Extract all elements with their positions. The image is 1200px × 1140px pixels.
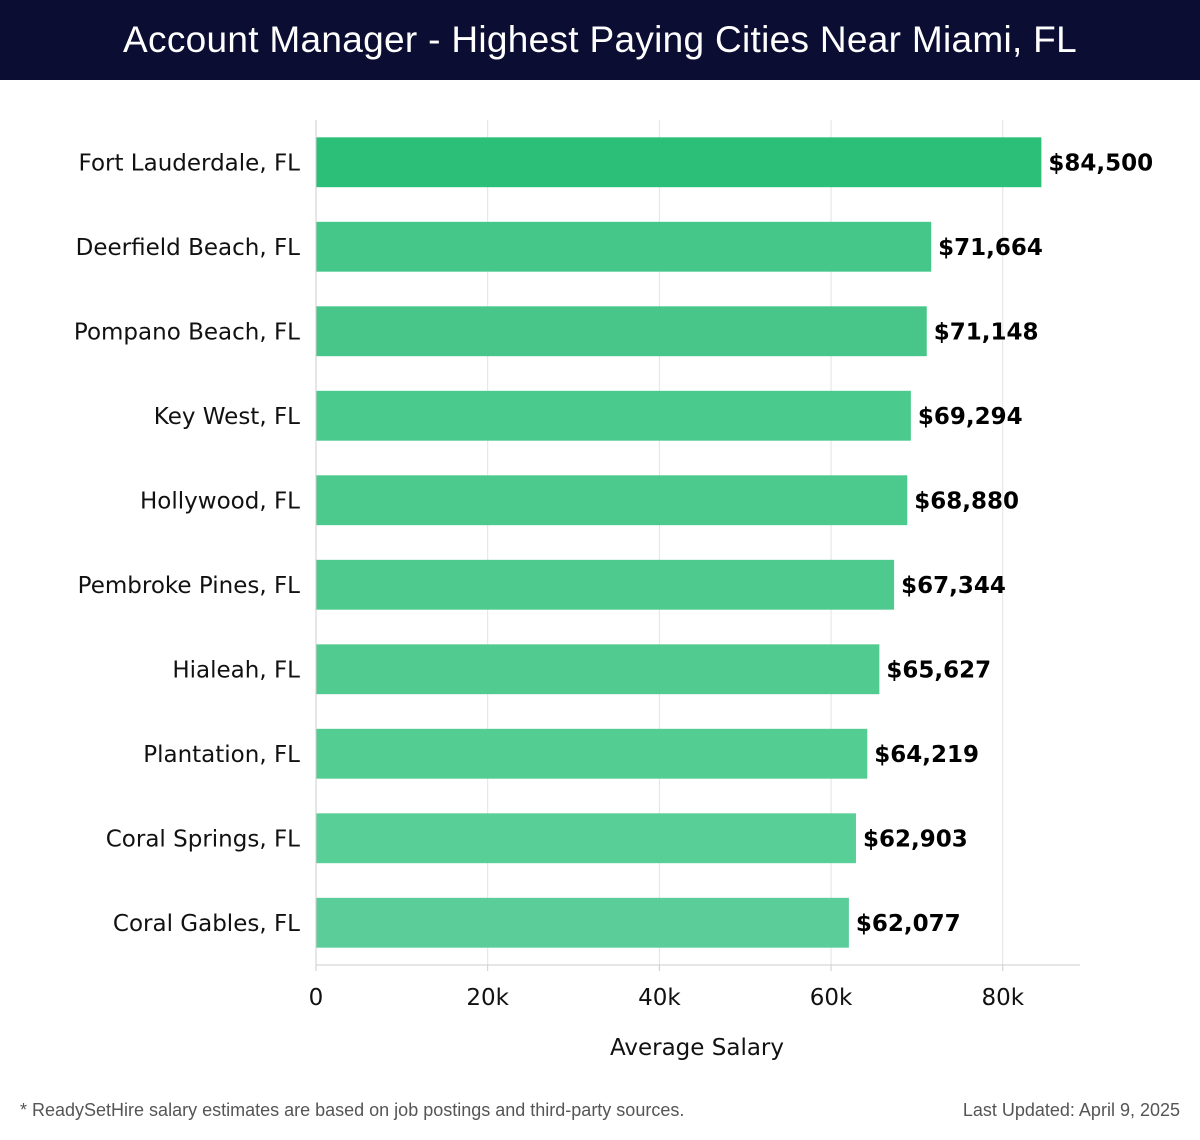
bar xyxy=(316,644,880,695)
value-label: $69,294 xyxy=(918,404,1023,430)
category-label: Coral Springs, FL xyxy=(106,826,300,852)
value-label: $64,219 xyxy=(874,742,979,768)
x-tick-label: 60k xyxy=(810,985,853,1011)
bar xyxy=(316,728,868,779)
value-label: $68,880 xyxy=(914,488,1019,514)
category-label: Pompano Beach, FL xyxy=(74,319,300,345)
category-label: Deerfield Beach, FL xyxy=(76,235,301,261)
category-label: Hollywood, FL xyxy=(140,488,300,514)
bar xyxy=(316,306,927,357)
x-tick-label: 0 xyxy=(309,985,324,1011)
bar xyxy=(316,813,856,864)
value-label: $62,077 xyxy=(856,911,961,937)
labels: 0 20k 40k 60k 80k Fort Lauderdale, FL $84,500 D… xyxy=(74,150,1153,1011)
value-label: $71,664 xyxy=(938,235,1043,261)
footnote: * ReadySetHire salary estimates are base… xyxy=(20,1100,685,1120)
bar xyxy=(316,897,849,948)
category-label: Pembroke Pines, FL xyxy=(78,573,301,599)
chart-title: Account Manager - Highest Paying Cities … xyxy=(123,19,1077,60)
x-tick-label: 20k xyxy=(466,985,509,1011)
value-label: $84,500 xyxy=(1048,150,1153,176)
value-label: $71,148 xyxy=(934,319,1039,345)
category-label: Fort Lauderdale, FL xyxy=(79,150,301,176)
bars xyxy=(316,137,1042,948)
axes xyxy=(315,120,1080,971)
category-label: Hialeah, FL xyxy=(172,657,300,683)
category-label: Key West, FL xyxy=(154,404,300,430)
category-label: Plantation, FL xyxy=(143,742,300,768)
last-updated: Last Updated: April 9, 2025 xyxy=(962,1100,1180,1120)
x-axis-title: Average Salary xyxy=(610,1035,784,1061)
category-label: Coral Gables, FL xyxy=(113,911,300,937)
x-tick-label: 40k xyxy=(638,985,681,1011)
chart-header: Account Manager - Highest Paying Cities … xyxy=(0,0,1200,80)
bar xyxy=(316,559,895,610)
bar-chart: 0 20k 40k 60k 80k Fort Lauderdale, FL $84,500 D… xyxy=(74,120,1153,1061)
bar xyxy=(316,137,1042,188)
value-label: $67,344 xyxy=(901,573,1006,599)
x-tick-label: 80k xyxy=(981,985,1024,1011)
value-label: $65,627 xyxy=(886,657,991,683)
bar xyxy=(316,475,908,526)
bar xyxy=(316,390,911,441)
value-label: $62,903 xyxy=(863,826,968,852)
bar xyxy=(316,221,932,272)
